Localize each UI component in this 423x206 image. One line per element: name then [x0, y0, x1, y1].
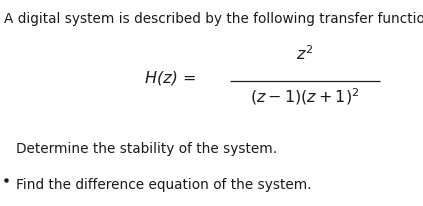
Text: $(z-1)(z+1)^2$: $(z-1)(z+1)^2$ [250, 85, 360, 106]
Text: Find the difference equation of the system.: Find the difference equation of the syst… [16, 177, 312, 191]
Text: Determine the stability of the system.: Determine the stability of the system. [16, 141, 277, 155]
Text: H(z) =: H(z) = [145, 70, 196, 85]
Text: A digital system is described by the following transfer function: A digital system is described by the fol… [4, 12, 423, 26]
Text: $z^2$: $z^2$ [297, 44, 313, 63]
